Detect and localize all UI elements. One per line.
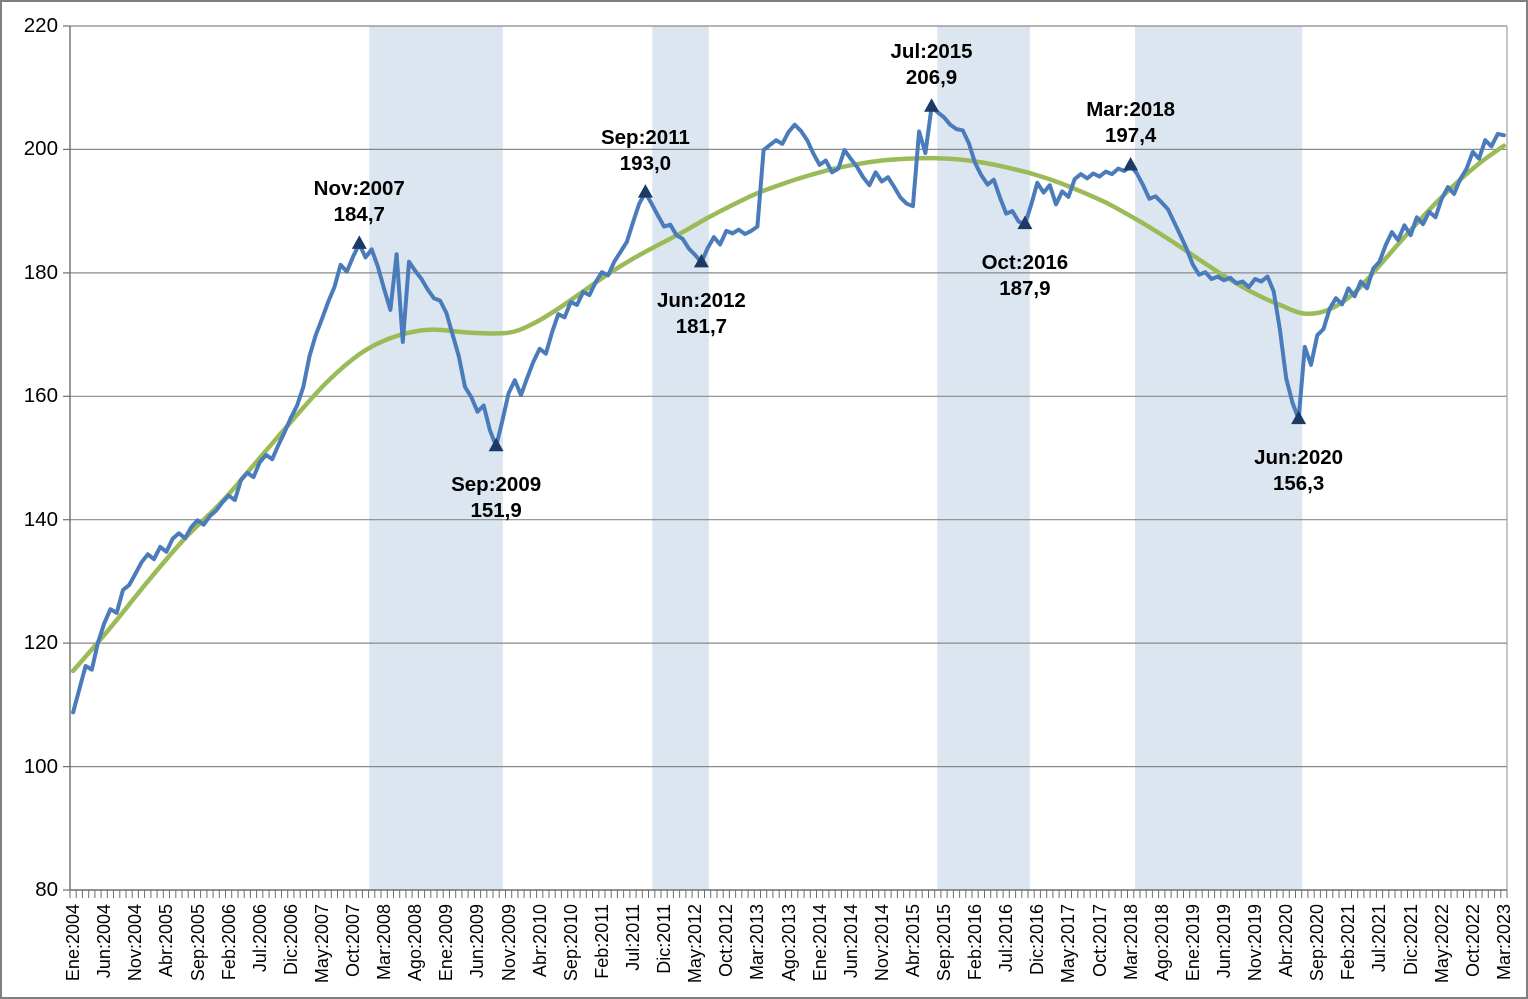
x-axis-tick-label: Ene:2014 xyxy=(809,904,830,982)
peak-trough-marker xyxy=(1291,410,1307,425)
x-axis-tick-label: Nov:2009 xyxy=(498,904,519,982)
annotation: Jul:2015 206,9 xyxy=(827,39,1037,91)
annotation: Mar:2018 197,4 xyxy=(1026,97,1236,149)
x-axis-tick-label: Oct:2012 xyxy=(716,904,737,978)
x-axis-tick-label: Feb:2006 xyxy=(218,904,239,981)
annotation-date: Sep:2009 xyxy=(451,473,542,497)
monthly-series-line xyxy=(71,104,1506,715)
peak-trough-marker xyxy=(1123,157,1139,171)
peak-trough-marker xyxy=(637,184,653,198)
recession-band xyxy=(652,26,709,890)
x-axis-tick-label: Feb:2021 xyxy=(1338,904,1359,981)
recession-band xyxy=(369,26,503,890)
x-axis-tick-label: Ago:2008 xyxy=(405,904,426,982)
x-axis-tick-label: Jun:2009 xyxy=(467,904,488,979)
y-axis-tick-label: 120 xyxy=(23,631,58,655)
y-axis-tick-label: 160 xyxy=(23,384,58,408)
annotation: Jun:2012 181,7 xyxy=(596,288,806,340)
x-axis-tick-label: Ene:2019 xyxy=(1182,904,1203,982)
x-axis-tick-label: Dic:2006 xyxy=(280,904,301,976)
x-axis-tick-label: Feb:2011 xyxy=(591,904,612,979)
x-axis-tick-label: Mar:2023 xyxy=(1493,904,1514,981)
x-axis-tick-label: Jun:2004 xyxy=(94,904,115,979)
annotation: Sep:2011 193,0 xyxy=(540,125,750,177)
peak-trough-marker xyxy=(1017,215,1033,230)
x-axis-tick-label: Sep:2010 xyxy=(560,904,581,982)
annotation-value: 193,0 xyxy=(619,151,672,175)
peak-trough-marker xyxy=(924,98,940,112)
annotation-date: Jun:2020 xyxy=(1254,446,1344,470)
x-axis-tick-label: Nov:2019 xyxy=(1245,904,1266,982)
y-axis-tick-label: 200 xyxy=(23,137,58,161)
x-axis-tick-label: May:2012 xyxy=(685,904,706,984)
annotation-value: 181,7 xyxy=(675,315,728,339)
annotation: Nov:2007 184,7 xyxy=(254,176,464,228)
y-axis-tick-label: 180 xyxy=(23,260,58,284)
recession-band xyxy=(937,26,1030,890)
x-axis-tick-label: Abr:2005 xyxy=(156,904,177,978)
x-axis-tick-label: Abr:2010 xyxy=(529,904,550,978)
annotation: Oct:2016 187,9 xyxy=(920,250,1130,302)
x-axis-tick-label: Ago:2013 xyxy=(778,904,799,982)
x-axis-tick-label: Sep:2005 xyxy=(187,904,208,982)
recession-band xyxy=(1135,26,1303,890)
x-axis-tick-label: Ago:2018 xyxy=(1151,904,1172,982)
x-axis-tick-label: Mar:2013 xyxy=(747,904,768,981)
x-axis-tick-label: Jul:2021 xyxy=(1369,904,1390,973)
x-axis-tick-label: Oct:2022 xyxy=(1462,904,1483,978)
x-axis-tick-label: Jul:2006 xyxy=(249,904,270,973)
y-axis-tick-label: 140 xyxy=(23,507,58,531)
annotation-value: 156,3 xyxy=(1272,472,1325,496)
trend-line xyxy=(70,143,1507,674)
x-axis-tick-label: Feb:2016 xyxy=(965,904,986,981)
x-axis-tick-label: Nov:2004 xyxy=(125,904,146,982)
annotation: Jun:2020 156,3 xyxy=(1194,445,1404,497)
annotation: Sep:2009 151,9 xyxy=(391,472,601,524)
annotation-date: Jun:2012 xyxy=(656,289,746,313)
annotation-value: 184,7 xyxy=(333,202,385,226)
x-axis-tick-label: Ene:2009 xyxy=(436,904,457,982)
annotation-date: Mar:2018 xyxy=(1086,98,1176,122)
x-axis-tick-label: May:2022 xyxy=(1431,904,1452,984)
x-axis-tick-label: Jun:2019 xyxy=(1213,904,1234,979)
x-axis-tick-label: May:2007 xyxy=(311,904,332,984)
x-axis-tick-label: Abr:2020 xyxy=(1276,904,1297,978)
annotation-date: Sep:2011 xyxy=(600,125,690,149)
x-axis-tick-label: Jul:2016 xyxy=(996,904,1017,973)
x-axis-tick-label: Oct:2007 xyxy=(343,904,364,978)
annotation-value: 151,9 xyxy=(470,499,522,523)
peak-trough-marker xyxy=(693,253,709,268)
peak-trough-marker xyxy=(488,437,504,452)
annotation-value: 197,4 xyxy=(1104,124,1157,148)
y-axis-tick-label: 100 xyxy=(23,754,58,778)
x-axis-tick-label: Jul:2011 xyxy=(622,904,643,971)
x-axis-tick-label: Oct:2017 xyxy=(1089,904,1110,978)
x-axis-tick-label: Dic:2021 xyxy=(1400,904,1421,976)
x-axis-tick-label: Dic:2016 xyxy=(1027,904,1048,976)
annotation-date: Nov:2007 xyxy=(313,176,405,200)
annotation-date: Jul:2015 xyxy=(890,39,973,63)
x-axis-tick-label: Abr:2015 xyxy=(902,904,923,978)
annotation-date: Oct:2016 xyxy=(981,251,1069,275)
x-axis-tick-label: Ene:2004 xyxy=(63,904,84,982)
x-axis-tick-label: Jun:2014 xyxy=(840,904,861,979)
y-axis-tick-label: 220 xyxy=(23,14,58,37)
x-axis-tick-label: Mar:2008 xyxy=(374,904,395,981)
x-axis-tick-label: May:2017 xyxy=(1058,904,1079,984)
x-axis-tick-label: Nov:2014 xyxy=(871,904,892,982)
annotation-value: 206,9 xyxy=(905,65,958,89)
x-axis-tick-label: Sep:2015 xyxy=(934,904,955,982)
y-axis-tick-label: 80 xyxy=(35,878,58,901)
x-axis-tick-label: Sep:2020 xyxy=(1307,904,1328,982)
x-axis-tick-label: Mar:2018 xyxy=(1120,904,1141,981)
peak-trough-marker xyxy=(351,235,367,249)
x-axis-tick-label: Dic:2011 xyxy=(654,904,675,974)
annotation-value: 187,9 xyxy=(999,277,1051,301)
